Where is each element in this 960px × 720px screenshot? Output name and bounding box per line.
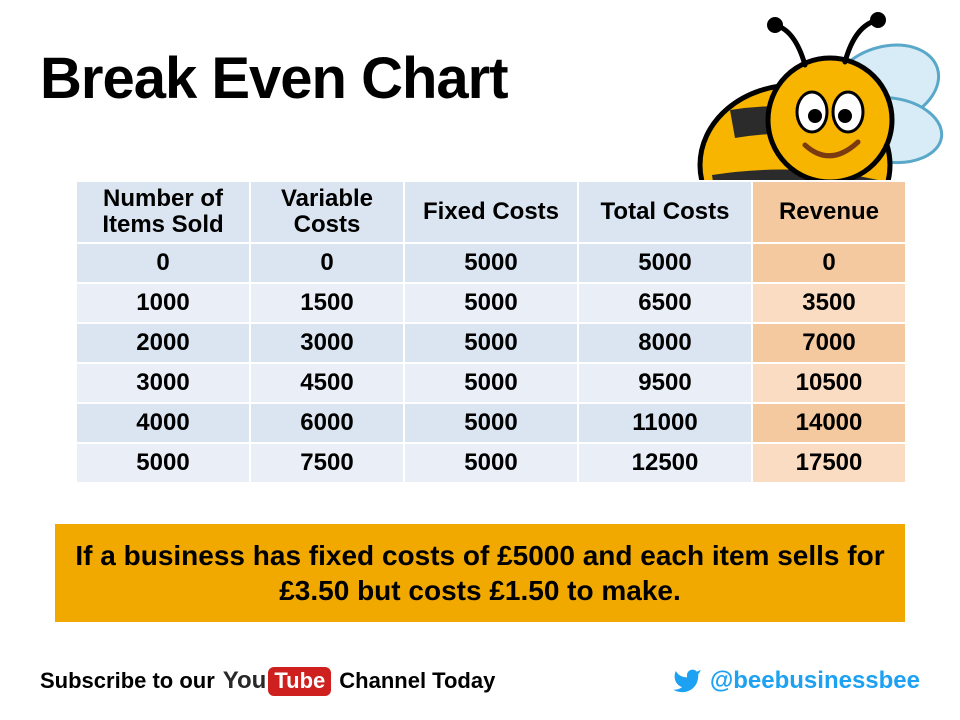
table-header: Total Costs [578, 181, 752, 243]
table-row: 20003000500080007000 [76, 323, 906, 363]
table-header: VariableCosts [250, 181, 404, 243]
twitter-icon [672, 666, 702, 696]
youtube-tube: Tube [268, 667, 331, 696]
break-even-table: Number ofItems SoldVariableCostsFixed Co… [75, 180, 907, 484]
footer-right: @beebusinessbee [672, 666, 920, 696]
table-cell: 11000 [578, 403, 752, 443]
table-header: Revenue [752, 181, 906, 243]
table-cell: 3500 [752, 283, 906, 323]
table-cell: 5000 [404, 243, 578, 283]
page-title: Break Even Chart [40, 45, 508, 112]
table-cell: 8000 [578, 323, 752, 363]
table-cell: 9500 [578, 363, 752, 403]
table-cell: 4500 [250, 363, 404, 403]
table-cell: 7500 [250, 443, 404, 483]
table-cell: 5000 [578, 243, 752, 283]
twitter-handle: @beebusinessbee [710, 667, 920, 695]
table-cell: 1500 [250, 283, 404, 323]
table-header: Fixed Costs [404, 181, 578, 243]
table-cell: 0 [752, 243, 906, 283]
table-row: 5000750050001250017500 [76, 443, 906, 483]
table-cell: 2000 [76, 323, 250, 363]
table-cell: 3000 [76, 363, 250, 403]
subscribe-prefix: Subscribe to our [40, 668, 215, 694]
table-cell: 1000 [76, 283, 250, 323]
subscribe-suffix: Channel Today [339, 668, 495, 694]
table-cell: 6000 [250, 403, 404, 443]
footer: Subscribe to our YouTube Channel Today @… [40, 666, 920, 696]
table-cell: 0 [250, 243, 404, 283]
table-cell: 14000 [752, 403, 906, 443]
table-cell: 4000 [76, 403, 250, 443]
table-cell: 5000 [404, 363, 578, 403]
footer-left: Subscribe to our YouTube Channel Today [40, 667, 495, 696]
table-cell: 5000 [404, 443, 578, 483]
youtube-logo: YouTube [223, 667, 331, 696]
table-row: 4000600050001100014000 [76, 403, 906, 443]
table-cell: 5000 [404, 403, 578, 443]
caption-text: If a business has fixed costs of £5000 a… [75, 540, 884, 606]
table-cell: 0 [76, 243, 250, 283]
table-cell: 7000 [752, 323, 906, 363]
table-cell: 3000 [250, 323, 404, 363]
table-header: Number ofItems Sold [76, 181, 250, 243]
table-cell: 12500 [578, 443, 752, 483]
table-cell: 5000 [76, 443, 250, 483]
caption-box: If a business has fixed costs of £5000 a… [55, 524, 905, 622]
table-cell: 10500 [752, 363, 906, 403]
youtube-you: You [223, 667, 267, 695]
table-cell: 5000 [404, 323, 578, 363]
table-cell: 6500 [578, 283, 752, 323]
table-cell: 17500 [752, 443, 906, 483]
table-row: 00500050000 [76, 243, 906, 283]
table-row: 300045005000950010500 [76, 363, 906, 403]
table-cell: 5000 [404, 283, 578, 323]
slide: Break Even Chart Number ofItems SoldVari… [0, 0, 960, 720]
table-row: 10001500500065003500 [76, 283, 906, 323]
